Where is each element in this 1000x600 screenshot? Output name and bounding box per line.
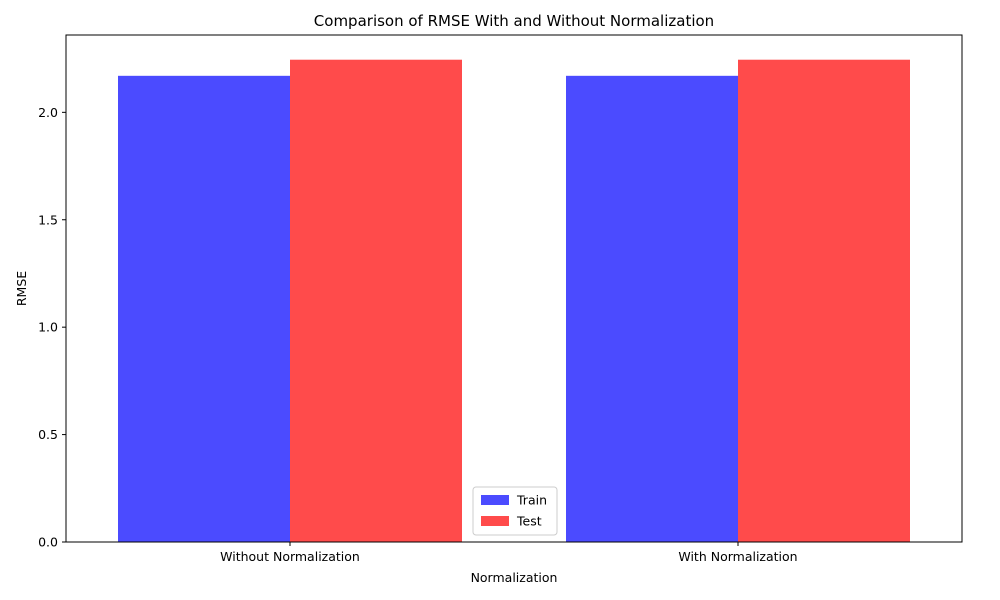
- y-tick-label: 0.5: [38, 427, 58, 442]
- y-axis: 0.0 0.5 1.0 1.5 2.0: [38, 105, 66, 550]
- chart-title: Comparison of RMSE With and Without Norm…: [314, 12, 714, 30]
- bar-test-1: [738, 59, 910, 543]
- legend-label-train: Train: [516, 493, 547, 508]
- y-tick-label: 1.5: [38, 212, 58, 227]
- bars-layer: [118, 59, 910, 543]
- legend-label-test: Test: [516, 514, 542, 529]
- y-axis-label: RMSE: [14, 271, 29, 306]
- bar-train-0: [118, 75, 290, 542]
- x-tick-label: With Normalization: [678, 549, 797, 564]
- bar-test-0: [290, 59, 462, 543]
- legend: Train Test: [472, 486, 558, 536]
- y-tick-label: 0.0: [38, 535, 58, 550]
- x-axis-label: Normalization: [471, 570, 558, 585]
- x-tick-label: Without Normalization: [220, 549, 360, 564]
- y-tick-label: 1.0: [38, 320, 58, 335]
- bar-train-1: [566, 75, 738, 542]
- x-axis: Without Normalization With Normalization: [220, 542, 798, 564]
- plot-frame: [65, 34, 963, 543]
- y-tick-label: 2.0: [38, 105, 58, 120]
- legend-swatch-test: [481, 516, 509, 526]
- legend-swatch-train: [481, 495, 509, 505]
